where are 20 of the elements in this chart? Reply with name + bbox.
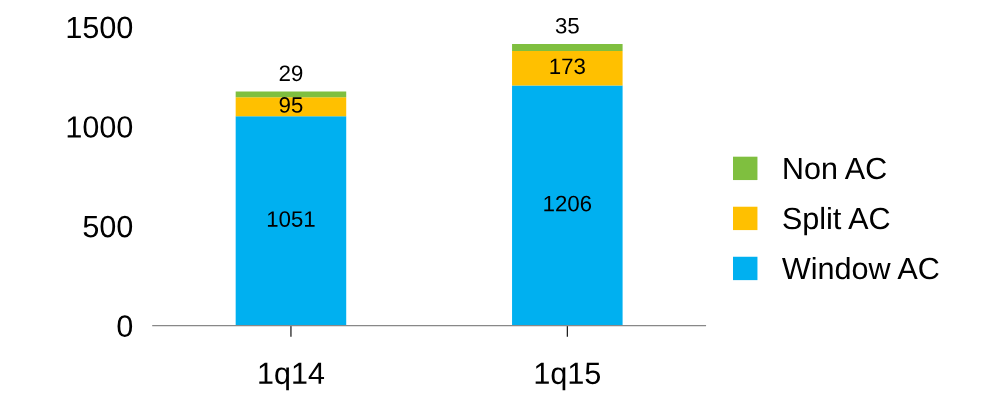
y-tick-label: 0	[117, 315, 133, 337]
bar	[512, 50, 623, 86]
bar	[235, 116, 347, 326]
legend-label: Non AC	[784, 157, 887, 180]
bar	[512, 43, 623, 51]
x-tick-label: 1q14	[259, 362, 325, 391]
x-tick-label: 1q15	[535, 362, 601, 391]
y-tick-label: 1000	[67, 116, 133, 138]
data-label: 1051	[267, 211, 315, 227]
y-tick-label: 1500	[67, 16, 133, 39]
bar	[235, 97, 347, 117]
data-label: 29	[279, 65, 303, 82]
data-label: 1206	[544, 195, 592, 212]
data-label: 173	[550, 58, 585, 75]
y-tick-label: 500	[83, 215, 133, 238]
data-label: 95	[279, 97, 303, 113]
bar	[512, 85, 623, 326]
legend-label: Window AC	[782, 256, 939, 280]
data-label: 35	[555, 17, 579, 34]
legend-label: Split AC	[783, 206, 890, 236]
